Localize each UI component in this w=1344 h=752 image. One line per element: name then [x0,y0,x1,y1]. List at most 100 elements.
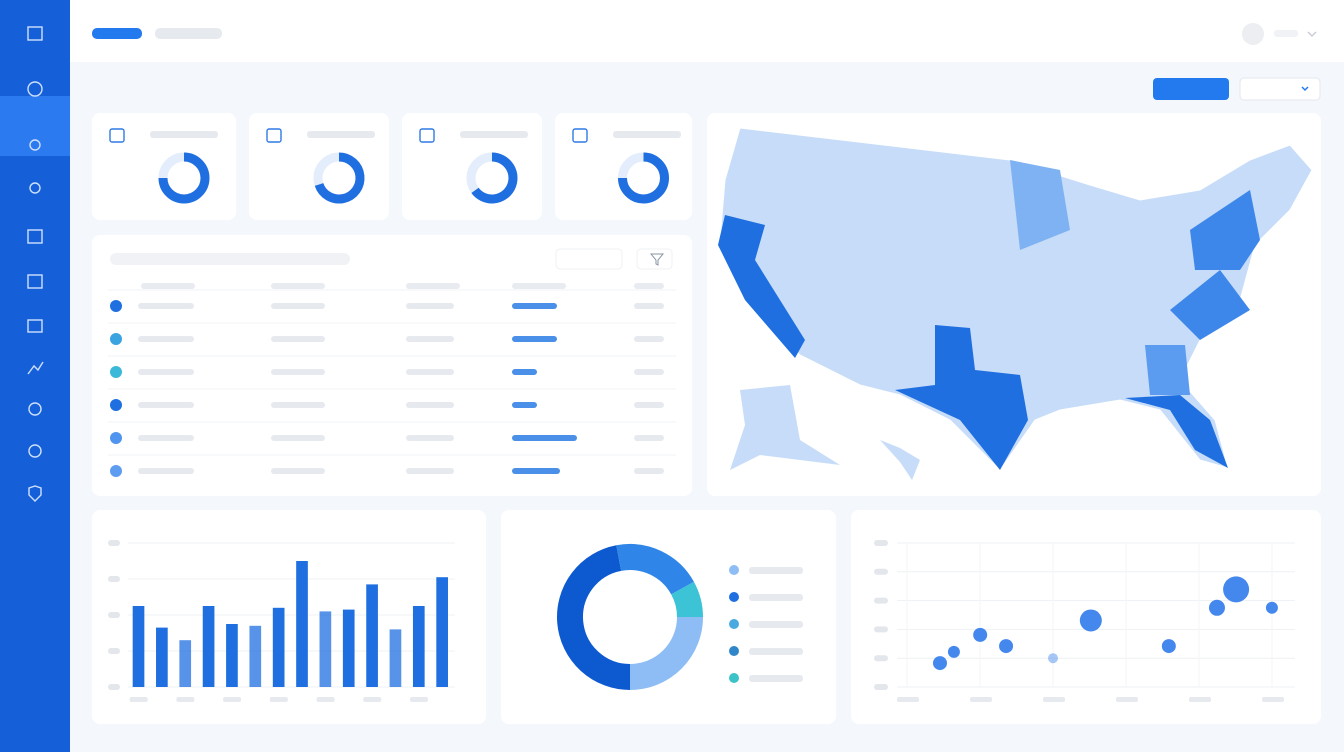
bar-card [92,510,486,724]
legend-dot [729,673,739,683]
progress-bar [512,336,557,342]
scatter-point [1208,599,1225,616]
cell [271,369,325,375]
active-tab[interactable] [92,28,142,39]
column-header [271,283,325,289]
bar [412,606,425,687]
scatter-point [999,639,1014,654]
nav-icon[interactable] [28,444,42,458]
nav-icon[interactable] [27,229,43,244]
nav-icon[interactable] [27,81,43,97]
y-tick-label [108,648,120,654]
x-tick-label [897,697,919,702]
progress-bar [512,468,560,474]
donut-segment [670,581,703,618]
cell [138,402,194,408]
y-tick-label [108,540,120,546]
x-tick-label [269,697,288,702]
filter-button[interactable] [636,248,673,270]
kpi-icon [109,128,125,143]
cell [634,336,664,342]
legend-dot [729,619,739,629]
cell [138,468,194,474]
status-dot [110,366,122,378]
region-high [718,215,805,358]
kpi-donut [158,152,210,204]
kpi-donut [471,152,518,204]
y-tick-label [874,655,888,662]
column-header [634,283,664,289]
status-dot [110,300,122,312]
nav-icon[interactable] [28,402,42,416]
column-header [512,283,566,289]
tab[interactable] [155,28,222,39]
legend-label [749,594,803,601]
avatar[interactable] [1242,23,1264,45]
nav-icon[interactable] [27,26,43,41]
bar [132,606,145,687]
legend-label [749,675,803,682]
cell [138,435,194,441]
nav-icon[interactable] [27,319,43,333]
chevron [1301,86,1309,92]
nav-icon[interactable] [29,139,41,151]
donut-segment [629,616,703,690]
y-tick-label [108,576,120,582]
y-tick-label [874,626,888,633]
chevron[interactable] [1307,31,1317,38]
scatter-point [932,656,947,671]
region-mid [1190,190,1260,270]
table-title [110,253,350,265]
nav-icon[interactable] [27,274,43,289]
progress-bar [512,435,577,441]
legend-label [749,648,803,655]
cell [634,468,664,474]
bar [156,627,168,687]
cell [634,402,664,408]
scatter-point [1048,653,1059,664]
x-tick-label [970,697,992,702]
status-dot [110,333,122,345]
dropdown[interactable] [1239,77,1321,101]
table-filter-select[interactable] [555,248,623,270]
nav-icon[interactable] [29,182,41,194]
progress-bar [512,369,537,375]
bar [226,624,238,687]
column-header [406,283,460,289]
kpi-label [307,131,375,138]
scatter-point [1265,601,1278,614]
cell [271,303,325,309]
x-tick-label [409,697,428,702]
progress-bar [512,402,537,408]
x-tick-label [1189,697,1211,702]
legend-label [749,621,803,628]
x-tick-label [129,697,148,702]
donut-segment [616,544,694,595]
bar [389,629,402,687]
kpi-label [613,131,681,138]
region-mid [1145,345,1190,395]
region-high [895,325,1028,470]
nav-icon[interactable] [28,485,42,502]
scatter-point [1079,609,1102,632]
cell [406,435,454,441]
scatter-point [1161,639,1176,654]
y-tick-label [108,612,120,618]
legend-label [749,567,803,574]
cell [634,435,664,441]
region-mid [1170,270,1250,340]
donut-card [501,510,836,724]
bar [342,609,355,687]
x-tick-label [176,697,195,702]
primary-button[interactable] [1153,78,1229,100]
x-tick-label [316,697,335,702]
nav-icon[interactable] [27,361,44,375]
header [70,0,1344,62]
kpi-label [460,131,528,138]
region-high [1125,395,1228,468]
bar [436,577,448,687]
legend-dot [729,592,739,602]
y-tick-label [874,540,888,546]
sidebar-active[interactable] [0,96,70,156]
